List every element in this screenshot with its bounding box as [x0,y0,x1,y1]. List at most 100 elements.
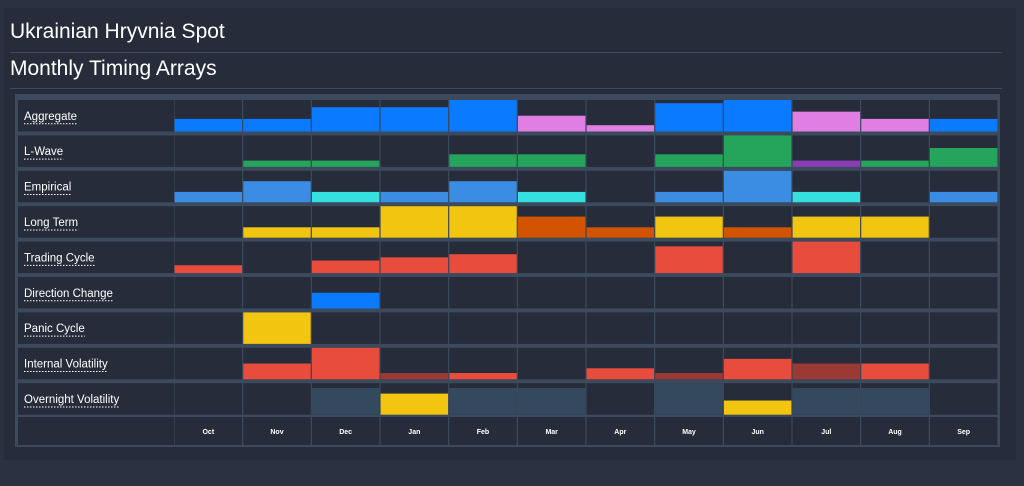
grid-cell [723,277,792,309]
heat-bar [311,260,380,274]
row-label-cell [18,100,174,132]
row-label: Internal Volatility [24,359,108,371]
heat-bar [517,115,586,132]
heat-bar [586,227,655,238]
x-tick-label: Nov [270,429,283,436]
tick-cell [723,417,792,445]
grid-cell [243,241,311,274]
heat-bar [792,387,861,415]
heat-bar [311,107,380,132]
heat-bar [586,125,655,132]
grid-cell [723,312,792,344]
heat-bar [655,154,723,167]
heat-bar [311,347,380,380]
grid-cell [586,383,655,415]
heat-bar [723,100,792,132]
grid-cell [311,312,380,344]
grid-cell [517,347,586,380]
heat-bar [174,118,243,132]
heat-bar [380,393,449,415]
x-tick-label: Oct [202,429,214,436]
heat-bar [861,387,929,415]
grid-cell [586,135,655,167]
tick-cell [517,417,586,445]
grid-cell [586,170,655,203]
heat-bar [723,358,792,380]
heat-bar [517,191,586,203]
grid-cell [586,312,655,344]
row-label: Empirical [24,182,71,194]
heat-bar [655,103,723,132]
row-label-cell [18,383,174,415]
heat-bar [380,373,449,380]
heat-bar [174,191,243,203]
heat-bar [655,246,723,274]
heat-bar [449,181,517,203]
row-label-cell [18,241,174,274]
tick-label-blank-cell [18,417,174,445]
grid-cell [929,383,998,415]
heat-bar [243,363,311,380]
grid-cell [174,312,243,344]
heat-bar [517,216,586,238]
x-tick-label: Aug [888,429,902,436]
row-label-cell [18,312,174,344]
heat-bar [380,257,449,274]
heat-bar [311,387,380,415]
heat-bar [792,216,861,238]
tick-cell [861,417,929,445]
heat-bar [311,227,380,238]
tick-cell [311,417,380,445]
row-label-cell [18,206,174,238]
grid-cell [517,277,586,309]
heat-bar [243,160,311,167]
heat-bar [517,387,586,415]
heat-bar [449,100,517,132]
row-label-cell [18,135,174,167]
heat-bar [655,373,723,380]
x-tick-label: Mar [545,429,558,436]
x-tick-label: May [682,429,696,436]
heat-bar [929,148,998,167]
heat-bar [723,227,792,238]
heat-bar [380,206,449,238]
tick-cell [243,417,311,445]
heat-bar [449,254,517,274]
grid-cell [723,241,792,274]
subtitle-divider [10,88,1002,89]
heat-bar [449,373,517,380]
heat-bar [243,181,311,203]
grid-cell [655,277,723,309]
grid-cell [449,277,517,309]
heat-bar [243,312,311,344]
heat-bar [792,111,861,132]
heat-bar [586,368,655,380]
tick-cell [586,417,655,445]
heat-bar [723,400,792,415]
heat-bar [723,170,792,203]
heat-bar [861,363,929,380]
grid-cell [174,135,243,167]
tick-cell [655,417,723,445]
grid-cell [243,277,311,309]
heat-bar [929,191,998,203]
grid-cell [174,347,243,380]
grid-cell [861,170,929,203]
heat-bar [655,191,723,203]
grid-cell [243,383,311,415]
page-title: Ukrainian Hryvnia Spot [10,20,225,43]
heat-bar [792,191,861,203]
grid-cell [174,383,243,415]
grid-cell [517,312,586,344]
grid-cell [929,277,998,309]
row-label: Long Term [24,217,78,229]
tick-cell [929,417,998,445]
grid-cell [929,206,998,238]
heat-bar [792,241,861,274]
heat-bar [517,154,586,167]
row-label-cell [18,277,174,309]
heat-bar [449,154,517,167]
heat-bar [792,363,861,380]
grid-cell [449,312,517,344]
